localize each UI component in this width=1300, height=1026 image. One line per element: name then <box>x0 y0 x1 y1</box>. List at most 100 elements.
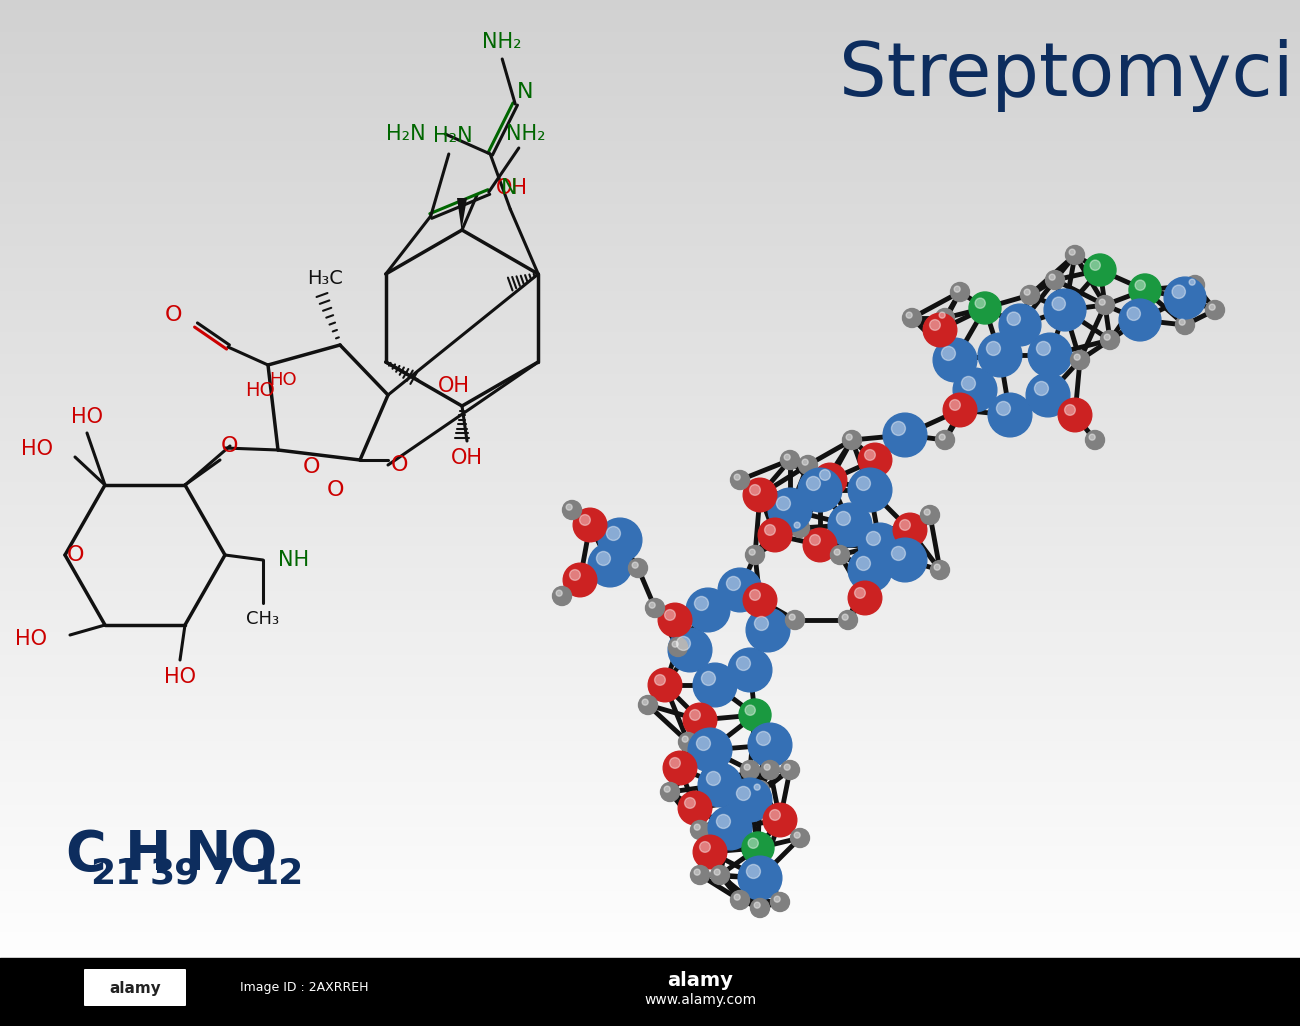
Text: HO: HO <box>164 667 196 687</box>
Circle shape <box>1175 316 1195 334</box>
Text: Image ID : 2AXRREH: Image ID : 2AXRREH <box>240 982 368 994</box>
Circle shape <box>746 608 790 652</box>
Circle shape <box>936 309 954 327</box>
Circle shape <box>689 710 701 720</box>
Circle shape <box>742 832 774 864</box>
Circle shape <box>685 797 696 808</box>
Circle shape <box>749 549 755 555</box>
Circle shape <box>1127 307 1140 320</box>
Text: O: O <box>302 457 320 477</box>
Circle shape <box>774 896 780 902</box>
Circle shape <box>968 292 1001 324</box>
Circle shape <box>978 333 1022 377</box>
Circle shape <box>962 377 975 391</box>
Text: O: O <box>229 828 276 882</box>
Text: N: N <box>185 828 231 882</box>
Circle shape <box>1205 301 1225 319</box>
Circle shape <box>854 588 866 598</box>
Circle shape <box>988 393 1032 437</box>
Circle shape <box>731 891 750 909</box>
FancyBboxPatch shape <box>84 969 186 1007</box>
Text: N: N <box>517 82 533 102</box>
Circle shape <box>842 431 862 449</box>
Text: 7: 7 <box>209 857 235 891</box>
Circle shape <box>1008 312 1020 325</box>
Text: CH₃: CH₃ <box>247 610 280 628</box>
Circle shape <box>1000 304 1041 346</box>
Circle shape <box>750 590 760 600</box>
Circle shape <box>1091 260 1100 270</box>
Circle shape <box>598 518 642 562</box>
Circle shape <box>764 524 775 536</box>
Circle shape <box>893 513 927 547</box>
Circle shape <box>738 699 771 731</box>
Circle shape <box>848 468 892 512</box>
Circle shape <box>764 764 770 771</box>
Circle shape <box>757 732 771 746</box>
Circle shape <box>711 866 729 884</box>
Circle shape <box>744 478 777 512</box>
Circle shape <box>941 347 956 360</box>
Circle shape <box>924 509 931 515</box>
Circle shape <box>935 564 940 570</box>
Circle shape <box>975 299 985 309</box>
Circle shape <box>1069 249 1075 255</box>
Text: H₂N: H₂N <box>386 124 425 144</box>
Circle shape <box>785 610 805 630</box>
Circle shape <box>699 841 710 853</box>
Text: Streptomycin: Streptomycin <box>838 39 1300 112</box>
Circle shape <box>864 449 875 461</box>
Circle shape <box>1035 382 1048 395</box>
Text: alamy: alamy <box>105 978 176 998</box>
Circle shape <box>655 674 666 685</box>
Text: H₂N: H₂N <box>433 126 473 146</box>
Text: NH₂: NH₂ <box>482 32 523 52</box>
Circle shape <box>1098 300 1105 305</box>
Circle shape <box>697 737 710 750</box>
Circle shape <box>638 696 658 714</box>
Circle shape <box>668 628 712 672</box>
Circle shape <box>949 399 961 410</box>
Circle shape <box>1052 298 1066 311</box>
Circle shape <box>646 598 664 618</box>
Circle shape <box>906 312 913 318</box>
Circle shape <box>867 531 880 546</box>
Circle shape <box>734 894 740 900</box>
Circle shape <box>931 560 949 580</box>
Circle shape <box>744 583 777 617</box>
Circle shape <box>754 902 760 908</box>
Text: O: O <box>326 480 343 500</box>
Circle shape <box>1045 271 1065 289</box>
Text: alamy: alamy <box>109 981 161 995</box>
Circle shape <box>939 434 945 440</box>
Circle shape <box>1084 254 1115 286</box>
Circle shape <box>1190 279 1195 285</box>
Circle shape <box>902 309 922 327</box>
Circle shape <box>728 648 772 692</box>
Circle shape <box>693 663 737 707</box>
Circle shape <box>658 603 692 637</box>
Circle shape <box>628 558 647 578</box>
Circle shape <box>668 637 688 657</box>
Circle shape <box>698 763 742 806</box>
Circle shape <box>688 728 732 772</box>
Circle shape <box>950 282 970 302</box>
Circle shape <box>954 286 961 292</box>
Circle shape <box>676 636 690 650</box>
Circle shape <box>842 615 848 620</box>
Circle shape <box>694 596 709 610</box>
Text: 21: 21 <box>90 857 140 891</box>
Circle shape <box>770 810 780 821</box>
Text: N: N <box>500 177 517 198</box>
Circle shape <box>763 803 797 837</box>
Circle shape <box>731 471 750 489</box>
Text: O: O <box>391 455 408 475</box>
Circle shape <box>597 551 611 565</box>
Circle shape <box>933 339 976 382</box>
Circle shape <box>716 815 731 828</box>
Circle shape <box>930 319 940 330</box>
Circle shape <box>686 588 729 632</box>
Text: HO: HO <box>72 407 103 427</box>
Circle shape <box>790 518 810 538</box>
Circle shape <box>939 312 945 318</box>
